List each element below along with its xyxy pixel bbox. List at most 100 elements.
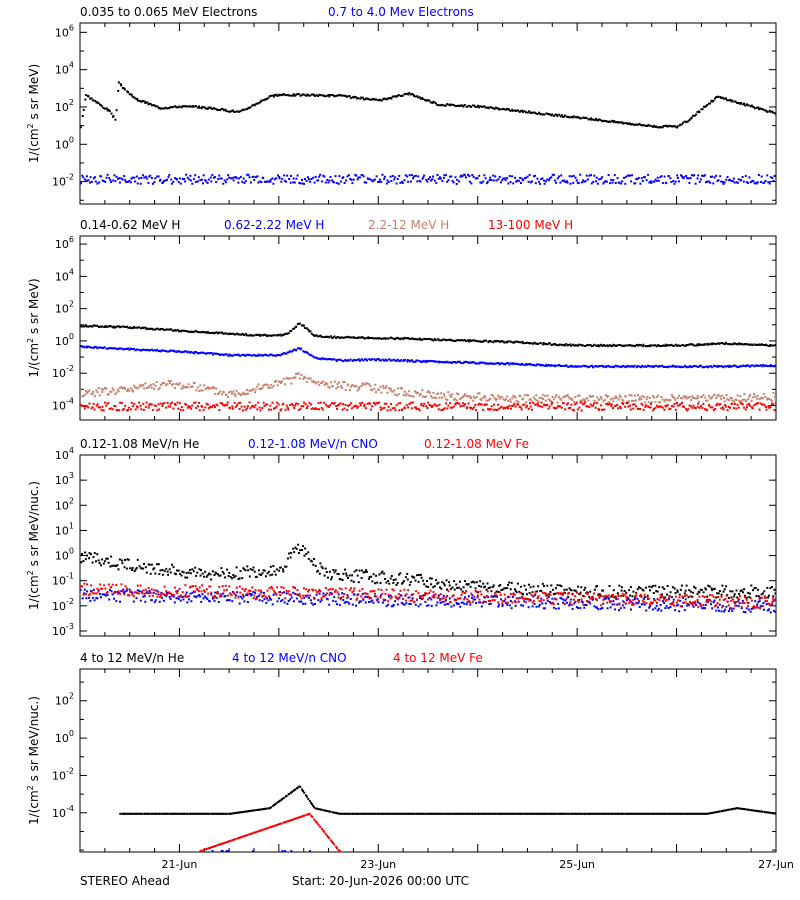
- data-point: [258, 593, 261, 596]
- data-point: [133, 347, 136, 350]
- data-point: [266, 354, 269, 357]
- data-point: [686, 177, 689, 180]
- data-point: [284, 352, 287, 355]
- data-point: [399, 360, 402, 363]
- data-point: [266, 403, 269, 406]
- data-point: [251, 569, 254, 572]
- data-point: [621, 604, 624, 607]
- data-point: [720, 593, 723, 596]
- data-point: [443, 338, 446, 341]
- data-point: [398, 174, 401, 177]
- data-point: [108, 347, 111, 350]
- data-point: [617, 398, 620, 401]
- data-point: [597, 344, 600, 347]
- data-point: [88, 594, 91, 597]
- data-point: [557, 607, 560, 610]
- data-point: [721, 584, 724, 587]
- data-point: [735, 181, 738, 184]
- data-point: [387, 337, 390, 340]
- data-point: [140, 567, 143, 570]
- data-point: [172, 180, 175, 183]
- data-point: [594, 401, 597, 404]
- data-point: [250, 593, 253, 596]
- data-point: [105, 387, 108, 390]
- data-point: [466, 406, 469, 409]
- data-point: [635, 591, 638, 594]
- data-point: [765, 364, 768, 367]
- data-point: [231, 577, 233, 580]
- data-point: [368, 576, 371, 578]
- data-point: [551, 113, 554, 116]
- data-point: [686, 366, 689, 369]
- data-point: [750, 607, 753, 610]
- data-point: [200, 351, 203, 354]
- data-point: [158, 573, 161, 576]
- data-point: [615, 364, 617, 367]
- data-point: [367, 596, 370, 598]
- data-point: [269, 178, 272, 181]
- data-point: [571, 399, 574, 402]
- data-point: [508, 363, 511, 366]
- data-point: [247, 392, 249, 395]
- data-point: [205, 387, 208, 390]
- data-point: [642, 345, 644, 348]
- data-point: [596, 396, 599, 399]
- data-point: [288, 590, 291, 593]
- data-point: [110, 555, 113, 558]
- data-point: [387, 405, 390, 408]
- data-point: [417, 592, 420, 595]
- data-point: [560, 365, 562, 367]
- data-point: [253, 178, 256, 181]
- data-point: [138, 401, 141, 404]
- data-point: [555, 181, 558, 184]
- data-point: [337, 593, 340, 596]
- data-point: [313, 381, 316, 384]
- data-point: [394, 600, 397, 603]
- data-point: [425, 395, 427, 398]
- data-point: [211, 108, 214, 110]
- data-point: [165, 593, 168, 596]
- data-point: [322, 595, 325, 598]
- data-point: [101, 558, 104, 561]
- data-point: [287, 600, 290, 602]
- data-point: [219, 390, 222, 393]
- data-point: [472, 598, 475, 601]
- data-point: [507, 583, 509, 586]
- data-point: [422, 579, 425, 582]
- data-point: [266, 180, 269, 183]
- data-point: [473, 595, 476, 598]
- data-point: [566, 596, 569, 599]
- data-point: [508, 581, 511, 584]
- data-point: [575, 344, 578, 347]
- data-point: [702, 394, 705, 397]
- data-point: [117, 568, 120, 571]
- data-point: [771, 110, 774, 113]
- data-point: [648, 124, 651, 127]
- data-point: [397, 387, 400, 390]
- data-point: [139, 404, 142, 407]
- data-point: [657, 394, 660, 397]
- data-point: [675, 126, 678, 129]
- data-point: [110, 390, 113, 393]
- data-point: [748, 596, 751, 599]
- y-tick-label: 100: [55, 547, 74, 563]
- data-point: [364, 358, 366, 361]
- data-point: [238, 110, 240, 113]
- data-point: [488, 603, 491, 606]
- data-point: [532, 402, 535, 404]
- data-point: [181, 384, 184, 387]
- data-point: [554, 365, 556, 368]
- data-point: [523, 110, 526, 113]
- data-point: [408, 602, 411, 605]
- data-point: [728, 399, 730, 401]
- data-point: [236, 404, 239, 407]
- data-point: [709, 175, 712, 178]
- data-point: [685, 175, 688, 177]
- data-point: [108, 177, 111, 180]
- data-point: [293, 181, 296, 184]
- data-point: [392, 589, 395, 592]
- data-point: [174, 177, 177, 180]
- data-point: [315, 357, 318, 360]
- data-point: [292, 177, 295, 180]
- data-point: [292, 377, 295, 380]
